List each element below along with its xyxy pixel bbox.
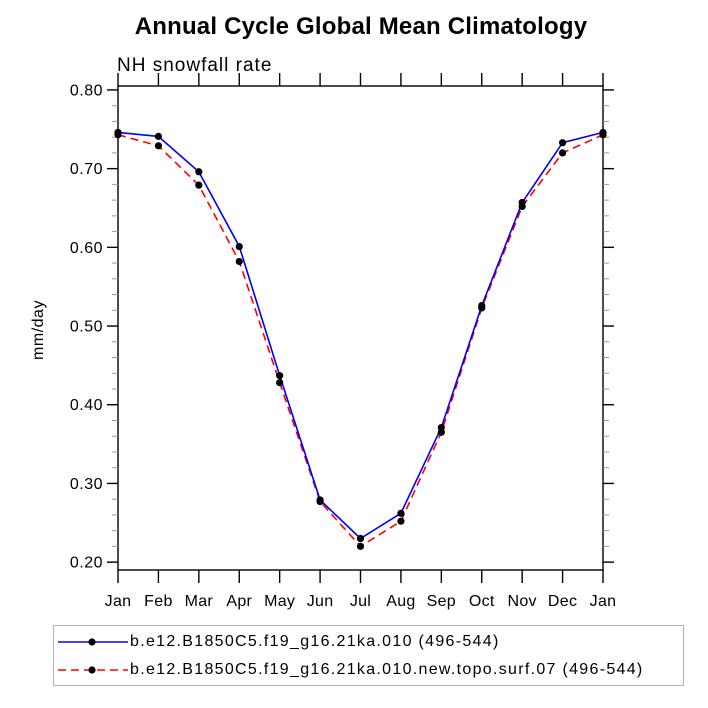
x-tick-label: Jan [105,593,132,610]
y-tick-label: 0.60 [70,240,103,257]
chart-title: Annual Cycle Global Mean Climatology [134,13,588,40]
legend-label: b.e12.B1850C5.f19_g16.21ka.010 (496-544) [130,632,500,650]
data-point-marker [356,542,365,550]
x-tick-label: Sep [427,593,456,610]
data-point-marker [397,509,405,517]
x-tick-label: Oct [469,593,495,610]
data-point-marker [558,149,567,157]
plot-frame [117,85,604,571]
data-point-marker [558,139,567,147]
data-point-marker [195,168,203,176]
legend-label: b.e12.B1850C5.f19_g16.21ka.010.new.topo.… [130,660,644,678]
y-tick-label: 0.50 [70,319,103,336]
data-point-marker [235,257,243,266]
x-tick-label: Jan [590,593,617,610]
x-tick-label: Nov [507,593,536,610]
y-tick-label: 0.20 [70,555,103,572]
x-tick-label: May [264,593,295,610]
data-point-marker [316,496,324,504]
x-tick-label: Jul [350,593,371,610]
data-point-marker [154,132,163,140]
data-point-marker [114,128,122,137]
x-tick-label: Feb [144,593,172,610]
data-point-marker [195,181,203,189]
legend-line-sample-dashed [58,665,128,674]
y-tick-label: 0.70 [70,161,103,178]
data-point-marker [276,372,284,380]
legend-line-sample-solid [58,637,128,646]
data-point-marker [437,423,445,432]
data-point-marker [478,301,486,310]
y-tick-label: 0.30 [70,476,103,493]
x-tick-label: Aug [386,593,415,610]
data-point-marker [518,198,526,207]
chart-subtitle: NH snowfall rate [117,55,273,76]
x-tick-label: Dec [548,593,577,610]
x-tick-label: Apr [226,593,252,610]
data-point-marker [356,534,365,543]
data-point-marker [397,517,405,525]
series-line-1 [117,134,604,548]
data-point-marker [235,242,243,251]
data-point-marker [154,142,163,150]
x-tick-label: Mar [185,593,214,610]
series-line-0 [117,131,604,540]
data-point-marker [276,379,284,387]
legend-item: b.e12.B1850C5.f19_g16.21ka.010 (496-544) [58,628,683,656]
x-tick-label: Jun [307,593,334,610]
data-point-marker [599,128,607,137]
y-tick-label: 0.80 [70,82,103,99]
legend-box: b.e12.B1850C5.f19_g16.21ka.010 (496-544)… [53,625,684,686]
y-tick-label: 0.40 [70,397,103,414]
legend-item: b.e12.B1850C5.f19_g16.21ka.010.new.topo.… [58,656,683,684]
